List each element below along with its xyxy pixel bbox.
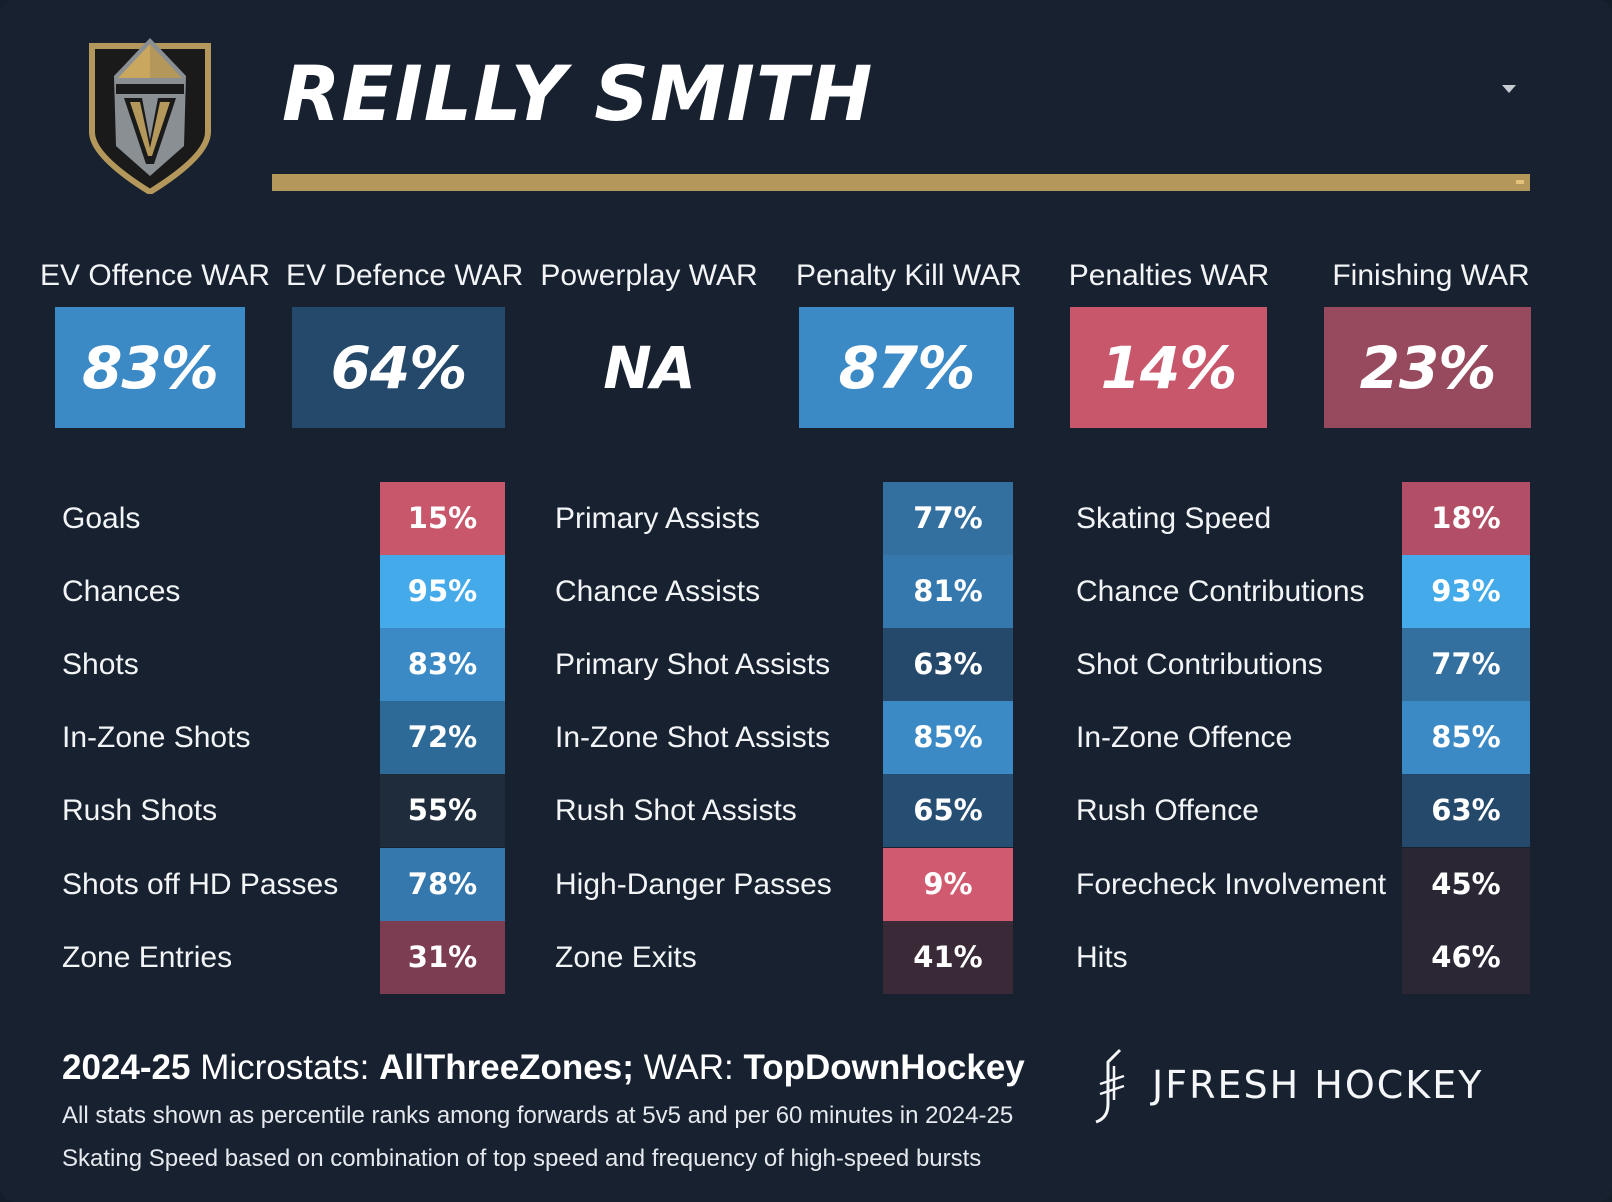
stat-label: In-Zone Shot Assists <box>555 721 831 754</box>
stat-label: Rush Shots <box>62 794 218 827</box>
footer-sources: 2024-25 Microstats: AllThreeZones; WAR: … <box>62 1046 1025 1090</box>
stat-percentile: 65% <box>883 774 1013 847</box>
war-value-box: 23% <box>1324 307 1531 428</box>
stat-label: High-Danger Passes <box>555 868 832 901</box>
stat-percentile: 41% <box>883 921 1013 994</box>
stat-label: Primary Shot Assists <box>555 648 831 681</box>
war-value-box: 83% <box>55 307 245 428</box>
stat-label: Hits <box>1076 941 1128 974</box>
stat-percentile: 18% <box>1402 482 1530 555</box>
stat-label: Forecheck Involvement <box>1076 868 1387 901</box>
stat-label: In-Zone Offence <box>1076 721 1293 754</box>
stat-label: In-Zone Shots <box>62 721 251 754</box>
footer-war-source: TopDownHockey <box>743 1048 1025 1087</box>
stat-percentile: 83% <box>380 628 505 701</box>
stat-percentile: 55% <box>380 774 505 847</box>
war-label: Penalties WAR <box>1068 259 1270 292</box>
stat-label: Chances <box>62 575 181 608</box>
jfresh-logo-icon <box>1095 1048 1125 1124</box>
brand-name: JFRESH HOCKEY <box>1152 1063 1484 1107</box>
stat-label: Goals <box>62 502 141 535</box>
footer-war-label: WAR: <box>643 1048 734 1087</box>
stat-label: Shots <box>62 648 139 681</box>
stat-percentile: 85% <box>1402 701 1530 774</box>
stat-label: Zone Entries <box>62 941 233 974</box>
stat-label: Chance Assists <box>555 575 761 608</box>
chevron-down-icon[interactable] <box>1502 85 1516 93</box>
footer-microstats-label: Microstats: <box>200 1048 370 1087</box>
war-label: EV Defence WAR <box>286 259 524 292</box>
stat-percentile: 63% <box>883 628 1013 701</box>
player-name: REILLY SMITH <box>282 49 874 138</box>
war-label: Finishing WAR <box>1332 259 1530 292</box>
stat-label: Skating Speed <box>1076 502 1272 535</box>
stat-percentile: 77% <box>883 482 1013 555</box>
stat-label: Shots off HD Passes <box>62 868 339 901</box>
stat-percentile: 93% <box>1402 555 1530 628</box>
war-value-box: NA <box>603 333 695 402</box>
war-value-box: 87% <box>799 307 1014 428</box>
war-value-box: 14% <box>1070 307 1267 428</box>
stat-label: Rush Shot Assists <box>555 794 797 827</box>
stat-label: Zone Exits <box>555 941 697 974</box>
stat-percentile: 15% <box>380 482 505 555</box>
vegas-golden-knights-helmet-icon <box>89 38 211 194</box>
footer-note: Skating Speed based on combination of to… <box>62 1145 982 1172</box>
gold-divider <box>272 174 1530 191</box>
stat-percentile: 46% <box>1402 921 1530 994</box>
stat-percentile: 81% <box>883 555 1013 628</box>
stat-percentile: 9% <box>883 848 1013 921</box>
stat-label: Rush Offence <box>1076 794 1259 827</box>
footer-note: All stats shown as percentile ranks amon… <box>62 1102 1014 1129</box>
stat-percentile: 45% <box>1402 848 1530 921</box>
war-label: Powerplay WAR <box>540 259 758 292</box>
footer-microstats-source: AllThreeZones; <box>379 1048 634 1087</box>
stat-percentile: 95% <box>380 555 505 628</box>
stat-label: Shot Contributions <box>1076 648 1323 681</box>
stat-percentile: 85% <box>883 701 1013 774</box>
stat-percentile: 31% <box>380 921 505 994</box>
war-label: EV Offence WAR <box>40 259 271 292</box>
stat-percentile: 78% <box>380 848 505 921</box>
war-value-box: 64% <box>292 307 505 428</box>
stat-percentile: 72% <box>380 701 505 774</box>
footer-season: 2024-25 <box>62 1048 191 1087</box>
stat-percentile: 63% <box>1402 774 1530 847</box>
stat-label: Primary Assists <box>555 502 761 535</box>
war-label: Penalty Kill WAR <box>796 259 1022 292</box>
stat-label: Chance Contributions <box>1076 575 1365 608</box>
stat-percentile: 77% <box>1402 628 1530 701</box>
